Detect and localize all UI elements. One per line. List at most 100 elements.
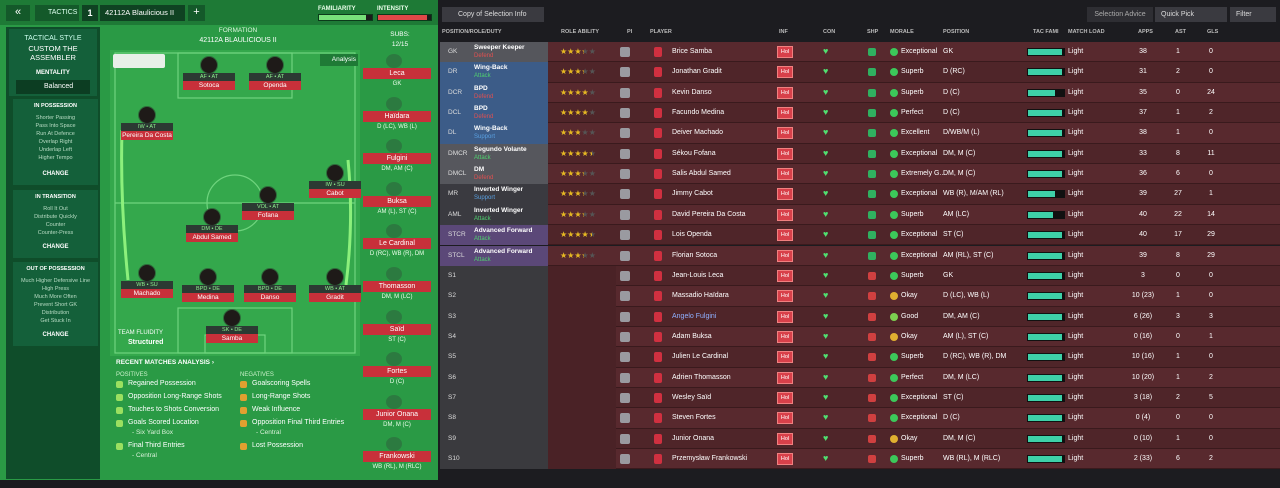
player-name[interactable]: Angelo Fulgini xyxy=(672,312,717,320)
sub-name[interactable]: Fulgini xyxy=(363,153,431,165)
player-name[interactable]: Adrien Thomasson xyxy=(672,373,731,381)
column-header[interactable]: APPS xyxy=(1138,29,1153,35)
change-button[interactable]: CHANGE xyxy=(42,332,69,338)
pi-icon[interactable] xyxy=(620,108,630,119)
pi-icon[interactable] xyxy=(620,47,630,57)
pi-icon[interactable] xyxy=(620,169,630,180)
column-header[interactable]: PI xyxy=(627,29,633,35)
player-name[interactable]: Kevin Danso xyxy=(672,88,712,96)
sub-name[interactable]: Junior Onana xyxy=(363,408,431,420)
player-name[interactable]: Salis Abdul Samed xyxy=(672,170,731,178)
pi-icon[interactable] xyxy=(620,87,630,98)
player-name[interactable]: Przemysław Frankowski xyxy=(672,455,748,462)
player-name[interactable]: Sotoca xyxy=(183,81,235,90)
sub-name[interactable]: Saïd xyxy=(363,323,431,335)
quick-pick[interactable]: Quick Pick xyxy=(1155,7,1227,22)
pi-icon[interactable] xyxy=(620,352,630,363)
column-header[interactable]: POSITION xyxy=(943,29,970,35)
column-header[interactable]: AST xyxy=(1175,29,1186,35)
slot-number[interactable]: 1 xyxy=(82,5,98,21)
change-button[interactable]: CHANGE xyxy=(42,171,69,177)
player-name[interactable]: Fofana xyxy=(242,211,294,220)
player-name[interactable]: Pereira Da Costa xyxy=(121,131,173,140)
pi-icon[interactable] xyxy=(620,250,630,261)
sub-name[interactable]: Buksa xyxy=(363,195,431,207)
sub-name[interactable]: Haïdara xyxy=(363,110,431,122)
formation-name[interactable]: 42112A BLAULICIOUS II xyxy=(199,37,277,44)
player-name[interactable]: Adam Buksa xyxy=(672,332,712,340)
player-name[interactable]: Brice Samba xyxy=(672,48,713,55)
pi-icon[interactable] xyxy=(620,433,630,444)
player-name[interactable]: Openda xyxy=(249,81,301,90)
role-name[interactable]: Wing-Back xyxy=(474,64,508,72)
back-button[interactable]: « xyxy=(6,5,30,21)
pi-icon[interactable] xyxy=(620,311,630,322)
player-name[interactable]: Junior Onana xyxy=(672,434,715,442)
pi-icon[interactable] xyxy=(620,331,630,342)
sub-name[interactable]: Le Cardinal xyxy=(363,238,431,250)
role-name[interactable]: Inverted Winger xyxy=(474,186,524,194)
pi-icon[interactable] xyxy=(620,270,630,281)
column-header[interactable]: CON xyxy=(823,29,836,35)
sub-name[interactable]: Fortes xyxy=(363,366,431,378)
column-header[interactable]: INF xyxy=(779,29,788,35)
sub-name[interactable]: Frankowski xyxy=(363,451,431,463)
player-name[interactable]: Julien Le Cardinal xyxy=(672,353,729,361)
pi-icon[interactable] xyxy=(620,128,630,139)
pi-icon[interactable] xyxy=(620,230,630,241)
player-name[interactable]: Abdul Samed xyxy=(186,233,238,242)
player-name[interactable]: Jimmy Cabot xyxy=(672,190,713,198)
player-name[interactable]: Gradit xyxy=(309,293,361,302)
role-name[interactable]: BPD xyxy=(474,105,488,113)
pi-icon[interactable] xyxy=(620,291,630,302)
column-header[interactable]: GLS xyxy=(1207,29,1219,35)
change-button[interactable]: CHANGE xyxy=(42,244,69,250)
player-name[interactable]: Sékou Fofana xyxy=(672,149,716,157)
player-name[interactable]: David Pereira Da Costa xyxy=(672,210,746,218)
player-name[interactable]: Danso xyxy=(244,293,296,302)
column-header[interactable]: MORALE xyxy=(890,29,914,35)
player-name[interactable]: Massadio Haïdara xyxy=(672,292,729,300)
role-name[interactable]: Advanced Forward xyxy=(474,247,533,255)
tactics-button[interactable]: TACTICS xyxy=(35,5,79,21)
view-dropdown[interactable]: Copy of Selection Info xyxy=(442,7,544,22)
role-name[interactable]: BPD xyxy=(474,84,488,92)
player-name[interactable]: Lois Openda xyxy=(672,231,712,239)
analysis-button[interactable]: Analysis xyxy=(320,54,358,66)
player-name[interactable]: Facundo Medina xyxy=(672,109,725,117)
column-header[interactable]: ROLE ABILITY xyxy=(561,29,599,35)
sub-name[interactable]: Thomasson xyxy=(363,281,431,292)
player-name[interactable]: Deiver Machado xyxy=(672,129,723,137)
column-header[interactable]: PLAYER xyxy=(650,29,672,35)
role-name[interactable]: Advanced Forward xyxy=(474,227,533,235)
tactic-dropdown[interactable]: 42112A Blaulicious II xyxy=(100,5,185,21)
role-name[interactable]: Inverted Winger xyxy=(474,206,524,214)
role-name[interactable]: Segundo Volante xyxy=(474,145,527,153)
player-name[interactable]: Wesley Saïd xyxy=(672,393,712,401)
player-name[interactable]: Cabot xyxy=(309,189,361,198)
column-header[interactable]: MATCH LOAD xyxy=(1068,29,1105,35)
add-button[interactable]: + xyxy=(188,5,205,21)
player-name[interactable]: Jonathan Gradit xyxy=(672,68,722,76)
advice-button[interactable]: Selection Advice xyxy=(1087,7,1153,22)
player-name[interactable]: Florian Sotoca xyxy=(672,251,718,259)
column-header[interactable]: TAC FAMI xyxy=(1033,29,1059,35)
sub-name[interactable]: Leca xyxy=(363,68,431,79)
pi-icon[interactable] xyxy=(620,67,630,78)
pi-icon[interactable] xyxy=(620,189,630,200)
player-name[interactable]: Machado xyxy=(121,289,173,298)
role-name[interactable]: DM xyxy=(474,166,485,174)
player-name[interactable]: Steven Fortes xyxy=(672,414,716,422)
player-name[interactable]: Medina xyxy=(182,293,234,302)
role-name[interactable]: Wing-Back xyxy=(474,125,508,133)
mentality-dropdown[interactable]: Balanced xyxy=(16,80,90,94)
pi-icon[interactable] xyxy=(620,454,630,464)
pi-icon[interactable] xyxy=(620,413,630,424)
filter-button[interactable]: Filter xyxy=(1230,7,1276,22)
role-name[interactable]: Sweeper Keeper xyxy=(474,44,525,51)
pi-icon[interactable] xyxy=(620,148,630,159)
column-header[interactable]: SHP xyxy=(867,29,879,35)
pi-icon[interactable] xyxy=(620,209,630,220)
pi-icon[interactable] xyxy=(620,372,630,383)
pi-icon[interactable] xyxy=(620,392,630,403)
